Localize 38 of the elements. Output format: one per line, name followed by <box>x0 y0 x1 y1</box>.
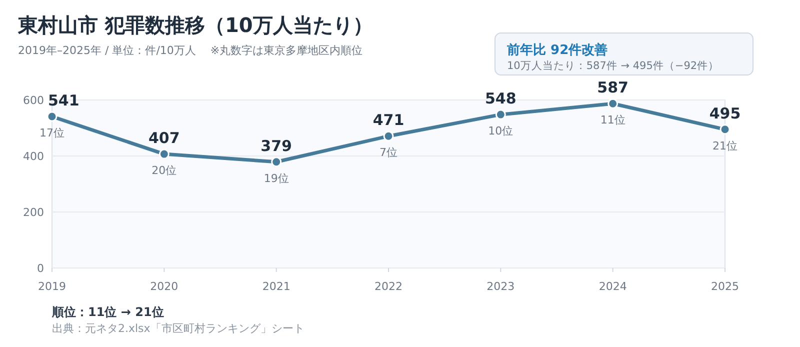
y-tick-label: 400 <box>23 150 44 163</box>
data-label: 587 <box>597 78 628 97</box>
y-tick-label: 0 <box>37 262 44 275</box>
chart-title: 東村山市 犯罪数推移（10万人当たり） <box>17 13 373 37</box>
text: 順位：11位 → 21位 <box>51 305 164 319</box>
annotation: 17位 <box>40 126 64 140</box>
point <box>158 148 170 160</box>
y-tick-label: 600 <box>23 94 44 107</box>
point <box>46 111 58 122</box>
annotation: 21位 <box>712 139 738 152</box>
text: 前年比 92件改善 <box>506 42 608 58</box>
data-label: 495 <box>709 104 741 122</box>
data-label: 548 <box>485 90 516 108</box>
x-tick-label: 2024 <box>598 280 627 293</box>
text: 10万人当たり：587件 → 495件（−92件） <box>507 60 720 72</box>
x-tick-label: 2020 <box>150 280 178 293</box>
point <box>608 98 618 109</box>
x-tick-label: 2021 <box>262 280 290 293</box>
point <box>495 109 506 120</box>
point <box>720 124 730 135</box>
chart-subtitle: 2019年–2025年 / 単位：件/10万人 ※丸数字は東京多摩地区内順位 <box>18 44 363 57</box>
x-tick-label: 2023 <box>486 280 515 293</box>
annotation: 20位 <box>152 164 177 178</box>
annotation: 10位 <box>488 124 514 138</box>
x-tick-label: 2025 <box>711 280 739 293</box>
y-tick-label: 200 <box>23 206 44 219</box>
annotation: 19位 <box>264 172 289 185</box>
data-label: 471 <box>372 111 404 130</box>
data-label: 379 <box>260 136 292 155</box>
data-label: 407 <box>148 129 180 148</box>
data-label: 541 <box>48 92 80 110</box>
annotation: 11位 <box>600 114 626 127</box>
source-note: 出典：元ネタ2.xlsx「市区町村ランキング」シート <box>52 322 304 335</box>
annotation: 7位 <box>380 146 398 160</box>
x-tick-label: 2022 <box>374 280 402 293</box>
point <box>383 130 394 142</box>
x-tick-label: 2019 <box>38 280 66 293</box>
point <box>271 156 282 168</box>
